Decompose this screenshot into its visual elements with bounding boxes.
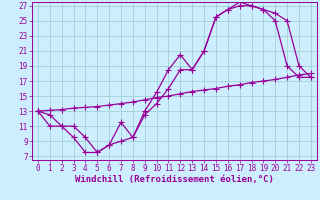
- X-axis label: Windchill (Refroidissement éolien,°C): Windchill (Refroidissement éolien,°C): [75, 175, 274, 184]
